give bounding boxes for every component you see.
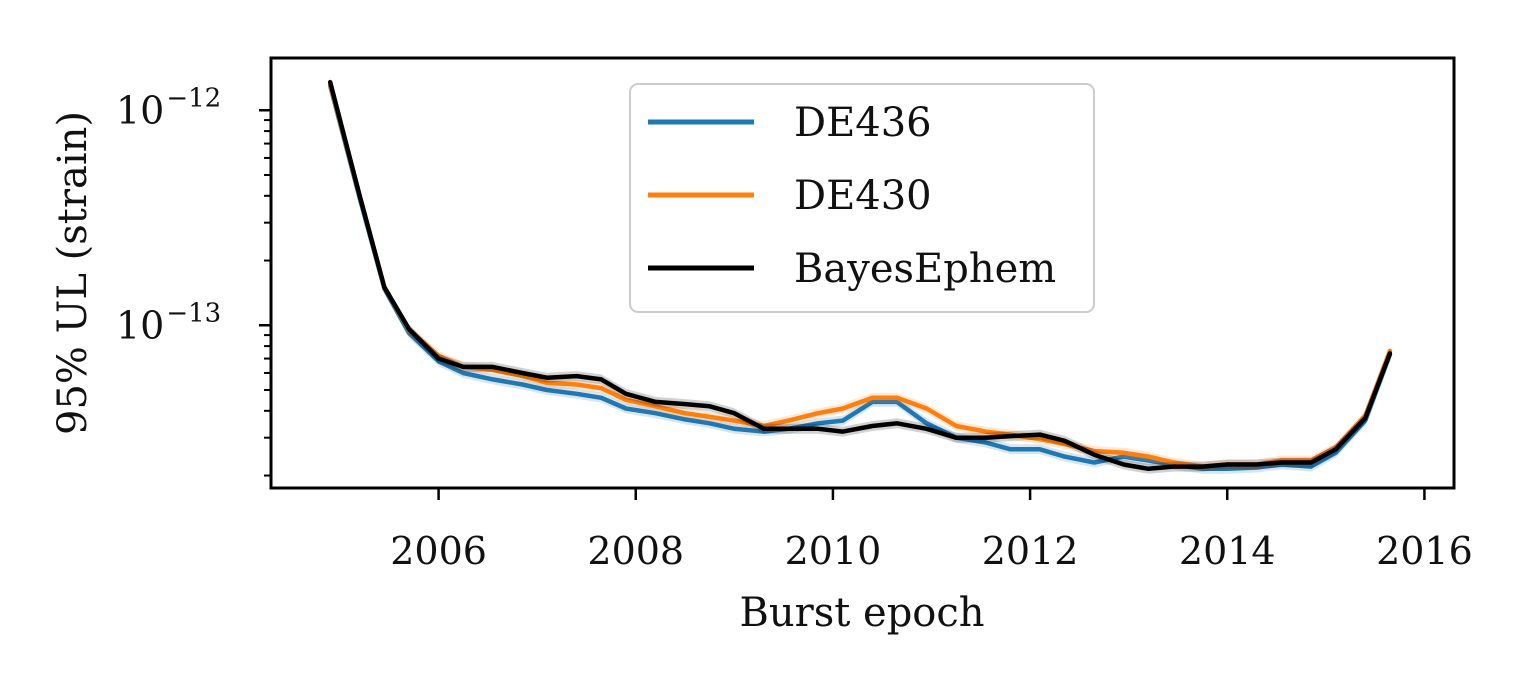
y-axis-title: 95% UL (strain) bbox=[50, 111, 96, 435]
x-axis: 2006 2008 2010 2012 2014 2016 bbox=[390, 488, 1473, 573]
y-tick-label: 10−13 bbox=[116, 298, 221, 347]
x-tick-label: 2014 bbox=[1179, 529, 1276, 573]
x-axis-title: Burst epoch bbox=[739, 590, 984, 636]
x-tick-label: 2008 bbox=[587, 529, 684, 573]
series-line-bayesephem bbox=[327, 79, 1393, 472]
plot-frame bbox=[269, 56, 1456, 490]
x-tick-label: 2010 bbox=[785, 529, 882, 573]
series-band-bayesephem bbox=[330, 77, 1390, 474]
legend-label-de430: DE430 bbox=[794, 173, 932, 219]
legend: DE436 DE430 BayesEphem bbox=[629, 83, 1095, 313]
x-tick-label: 2006 bbox=[390, 529, 487, 573]
legend-items: DE436 DE430 BayesEphem bbox=[648, 100, 1056, 292]
y-tick-label: 10−12 bbox=[116, 83, 221, 132]
series-line-de436 bbox=[327, 83, 1393, 472]
legend-label-de436: DE436 bbox=[794, 100, 932, 146]
x-tick-label: 2012 bbox=[982, 529, 1079, 573]
legend-box bbox=[629, 83, 1095, 313]
y-axis: 10−12 10−13 bbox=[116, 83, 271, 477]
series-layer bbox=[327, 77, 1393, 474]
legend-label-bayesephem: BayesEphem bbox=[794, 246, 1056, 292]
x-tick-label: 2016 bbox=[1376, 529, 1473, 573]
